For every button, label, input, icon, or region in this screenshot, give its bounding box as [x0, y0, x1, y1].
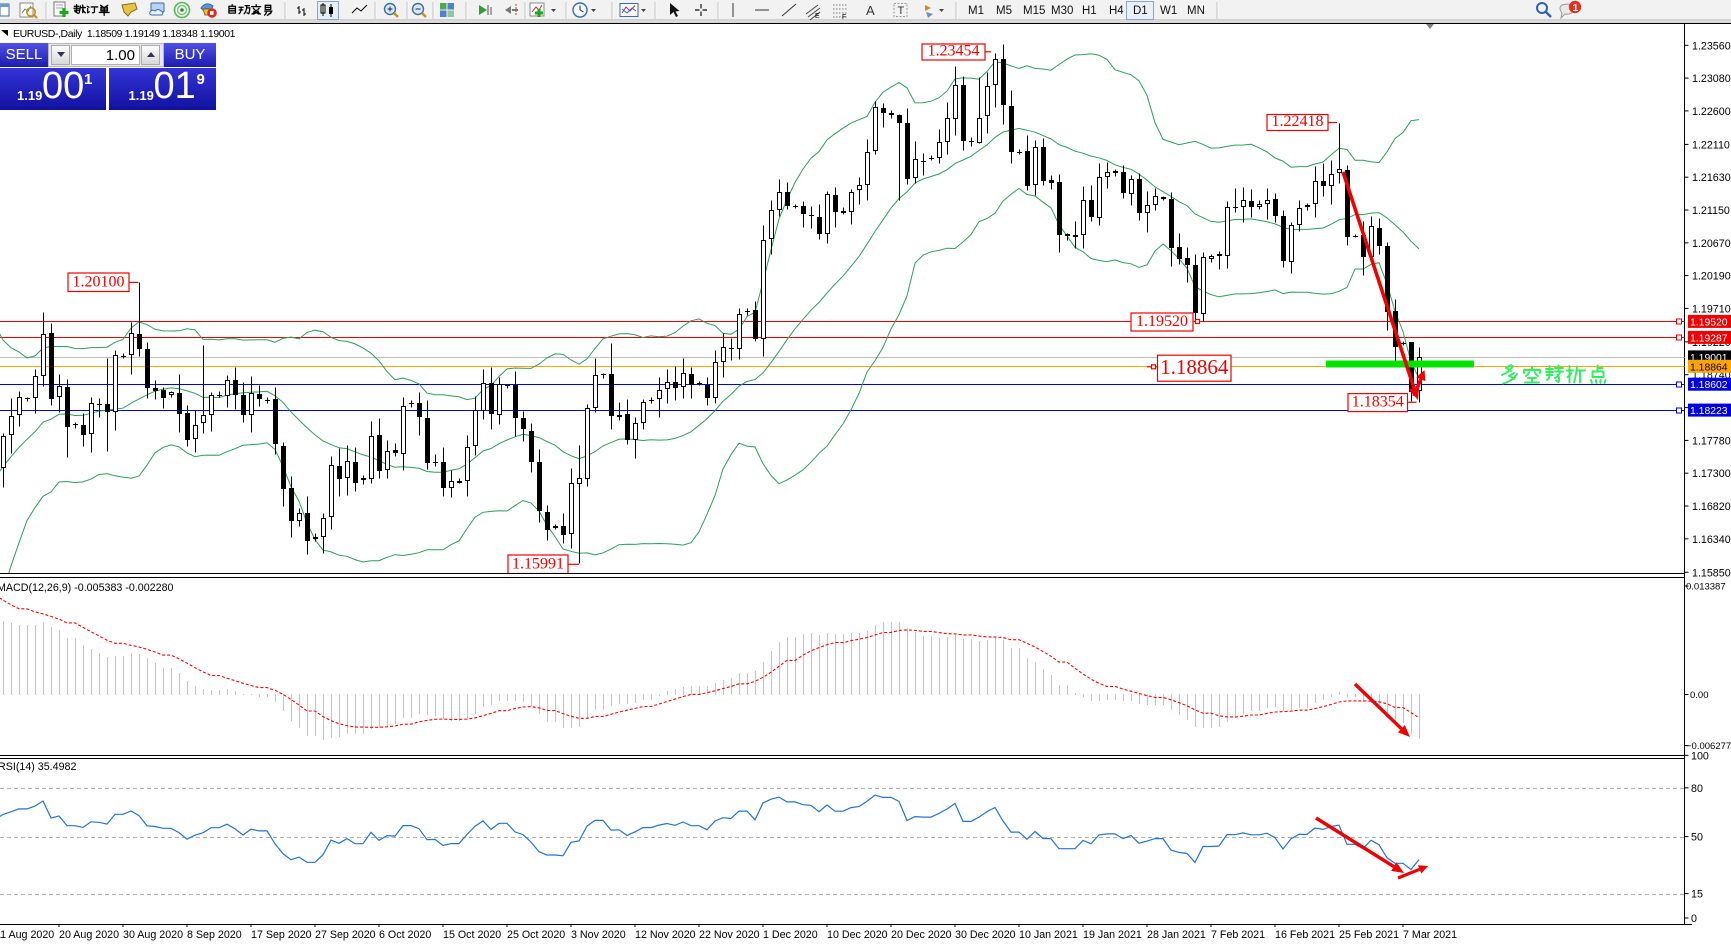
svg-text:M15: M15: [1023, 5, 1045, 17]
svg-text:80: 80: [1691, 783, 1703, 795]
svg-text:T: T: [898, 5, 905, 17]
svg-text:28 Jan 2021: 28 Jan 2021: [1147, 929, 1206, 941]
svg-text:H4: H4: [1109, 5, 1124, 17]
svg-text:MN: MN: [1187, 5, 1205, 17]
svg-text:17 Sep 2020: 17 Sep 2020: [251, 929, 312, 941]
svg-text:1.18864: 1.18864: [1160, 355, 1229, 379]
svg-text:M30: M30: [1051, 5, 1073, 17]
svg-text:A: A: [866, 3, 875, 18]
svg-text:1: 1: [1573, 2, 1579, 14]
svg-text:W1: W1: [1160, 5, 1177, 17]
svg-text:8 Sep 2020: 8 Sep 2020: [187, 929, 242, 941]
svg-text:0: 0: [1691, 913, 1697, 925]
svg-text:25 Oct 2020: 25 Oct 2020: [507, 929, 565, 941]
svg-text:1.16820: 1.16820: [1692, 501, 1731, 513]
svg-text:1.16340: 1.16340: [1692, 534, 1731, 546]
svg-text:1.15850: 1.15850: [1692, 567, 1731, 579]
svg-text:0.013387: 0.013387: [1686, 582, 1726, 593]
svg-text:12 Nov 2020: 12 Nov 2020: [635, 929, 696, 941]
svg-text:1 Dec 2020: 1 Dec 2020: [763, 929, 818, 941]
svg-text:1.21630: 1.21630: [1692, 172, 1731, 184]
svg-text:19 Jan 2021: 19 Jan 2021: [1083, 929, 1142, 941]
svg-text:20 Dec 2020: 20 Dec 2020: [891, 929, 952, 941]
svg-text:M1: M1: [968, 5, 984, 17]
svg-text:1.22110: 1.22110: [1692, 139, 1730, 151]
svg-text:RSI(14) 35.4982: RSI(14) 35.4982: [0, 761, 76, 773]
svg-text:1.19710: 1.19710: [1692, 303, 1731, 315]
svg-text:1.17300: 1.17300: [1692, 468, 1731, 480]
svg-text:1.23454: 1.23454: [928, 43, 980, 60]
svg-text:1.19287: 1.19287: [1690, 333, 1728, 344]
svg-text:30 Dec 2020: 30 Dec 2020: [955, 929, 1016, 941]
svg-text:25 Feb 2021: 25 Feb 2021: [1339, 929, 1399, 941]
svg-text:M5: M5: [996, 5, 1012, 17]
svg-text:1.19520: 1.19520: [1136, 313, 1188, 330]
svg-text:1.21150: 1.21150: [1692, 205, 1730, 217]
svg-text:10 Dec 2020: 10 Dec 2020: [827, 929, 888, 941]
svg-text:100: 100: [1691, 750, 1709, 762]
svg-text:1.17780: 1.17780: [1692, 435, 1731, 447]
svg-text:1.18223: 1.18223: [1690, 406, 1728, 417]
svg-text:15: 15: [1691, 889, 1703, 901]
svg-text:1.20100: 1.20100: [73, 273, 125, 290]
svg-text:7 Mar 2021: 7 Mar 2021: [1403, 929, 1457, 941]
svg-text:27 Sep 2020: 27 Sep 2020: [315, 929, 376, 941]
svg-text:−0.006277: −0.006277: [1686, 741, 1731, 752]
svg-text:F: F: [842, 14, 846, 21]
svg-text:1.20190: 1.20190: [1692, 271, 1731, 283]
svg-text:1.18864: 1.18864: [1690, 362, 1728, 373]
svg-text:D1: D1: [1133, 5, 1148, 17]
svg-text:1.15991: 1.15991: [512, 555, 564, 572]
svg-text:6 Oct 2020: 6 Oct 2020: [379, 929, 431, 941]
svg-text:50: 50: [1691, 832, 1703, 844]
svg-text:1.19520: 1.19520: [1690, 317, 1728, 328]
svg-text:1.20670: 1.20670: [1692, 238, 1731, 250]
svg-text:30 Aug 2020: 30 Aug 2020: [123, 929, 183, 941]
svg-text:11 Aug 2020: 11 Aug 2020: [0, 929, 54, 941]
svg-text:E: E: [815, 13, 820, 20]
svg-text:H1: H1: [1082, 5, 1097, 17]
svg-text:1.22600: 1.22600: [1692, 106, 1731, 118]
svg-text:1.22418: 1.22418: [1272, 113, 1324, 130]
svg-text:1.23560: 1.23560: [1692, 40, 1731, 52]
svg-text:7 Feb 2021: 7 Feb 2021: [1211, 929, 1265, 941]
svg-text:1.19001: 1.19001: [1690, 353, 1728, 364]
svg-text:MACD(12,26,9) -0.005383 -0.002: MACD(12,26,9) -0.005383 -0.002280: [0, 582, 174, 594]
svg-text:3 Nov 2020: 3 Nov 2020: [571, 929, 626, 941]
svg-text:10 Jan 2021: 10 Jan 2021: [1019, 929, 1078, 941]
svg-text:20 Aug 2020: 20 Aug 2020: [59, 929, 119, 941]
svg-text:1.18602: 1.18602: [1690, 380, 1728, 391]
svg-text:EURUSD-,Daily 1.18509 1.19149: EURUSD-,Daily 1.18509 1.19149 1.18348 1.…: [13, 28, 236, 40]
svg-text:1.18354: 1.18354: [1352, 394, 1404, 411]
svg-text:16 Feb 2021: 16 Feb 2021: [1275, 929, 1335, 941]
svg-text:15 Oct 2020: 15 Oct 2020: [443, 929, 501, 941]
svg-text:22 Nov 2020: 22 Nov 2020: [699, 929, 760, 941]
svg-text:0.00: 0.00: [1690, 690, 1709, 701]
svg-text:1.23080: 1.23080: [1692, 73, 1731, 85]
